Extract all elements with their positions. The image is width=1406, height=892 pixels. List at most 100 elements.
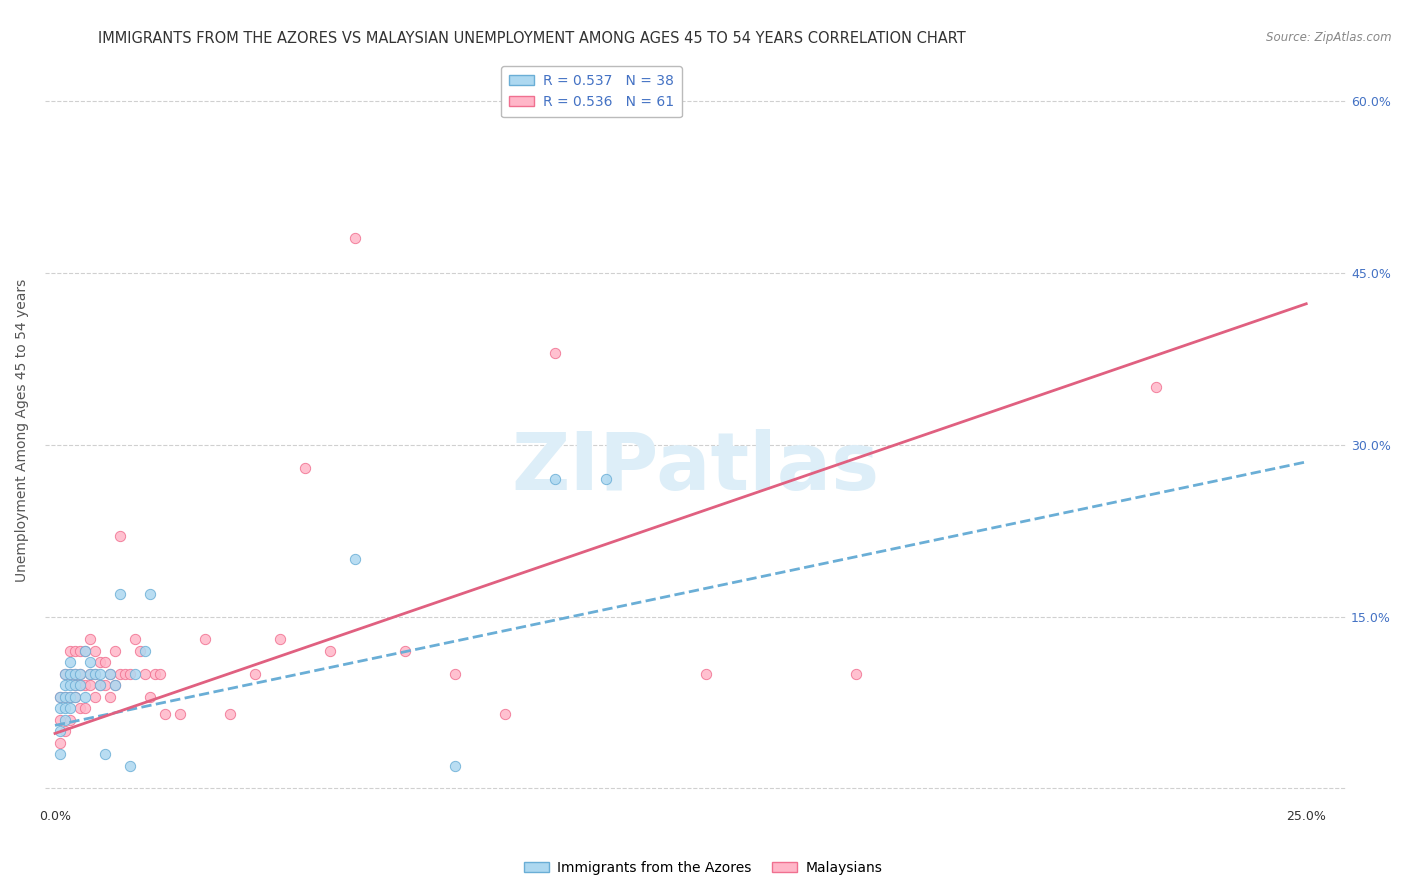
Text: IMMIGRANTS FROM THE AZORES VS MALAYSIAN UNEMPLOYMENT AMONG AGES 45 TO 54 YEARS C: IMMIGRANTS FROM THE AZORES VS MALAYSIAN … <box>98 31 966 46</box>
Point <box>59 678 82 692</box>
Point <box>494 706 516 721</box>
Point <box>120 666 142 681</box>
Point <box>169 706 191 721</box>
Point <box>59 644 82 658</box>
Point <box>108 529 131 543</box>
Y-axis label: Unemployment Among Ages 45 to 54 years: Unemployment Among Ages 45 to 54 years <box>15 279 30 582</box>
Point <box>143 666 166 681</box>
Point <box>129 644 152 658</box>
Point <box>59 690 82 704</box>
Point <box>845 666 868 681</box>
Point <box>59 666 82 681</box>
Point <box>69 678 91 692</box>
Point <box>394 644 416 658</box>
Point <box>59 666 82 681</box>
Point <box>49 713 72 727</box>
Point <box>194 632 217 647</box>
Point <box>108 587 131 601</box>
Point <box>98 666 121 681</box>
Point <box>53 713 76 727</box>
Point <box>59 713 82 727</box>
Point <box>63 690 86 704</box>
Point <box>139 587 162 601</box>
Point <box>69 666 91 681</box>
Point <box>63 678 86 692</box>
Point <box>94 656 117 670</box>
Point <box>134 666 156 681</box>
Point <box>595 472 617 486</box>
Point <box>104 678 127 692</box>
Point <box>79 632 101 647</box>
Point <box>49 690 72 704</box>
Point <box>59 701 82 715</box>
Point <box>73 678 96 692</box>
Point <box>69 678 91 692</box>
Point <box>98 690 121 704</box>
Point <box>444 758 467 772</box>
Point <box>73 701 96 715</box>
Point <box>73 644 96 658</box>
Point <box>79 678 101 692</box>
Point <box>319 644 342 658</box>
Point <box>63 644 86 658</box>
Point <box>544 472 567 486</box>
Point <box>49 736 72 750</box>
Point <box>294 460 316 475</box>
Point <box>69 666 91 681</box>
Text: ZIPatlas: ZIPatlas <box>512 429 880 507</box>
Point <box>269 632 291 647</box>
Point <box>63 690 86 704</box>
Point <box>79 666 101 681</box>
Point <box>89 678 111 692</box>
Point <box>104 678 127 692</box>
Point <box>98 666 121 681</box>
Legend: Immigrants from the Azores, Malaysians: Immigrants from the Azores, Malaysians <box>517 855 889 880</box>
Point <box>219 706 242 721</box>
Point <box>84 666 107 681</box>
Point <box>114 666 136 681</box>
Point <box>153 706 176 721</box>
Point <box>344 552 367 566</box>
Point <box>124 632 146 647</box>
Point <box>59 690 82 704</box>
Point <box>89 666 111 681</box>
Point <box>84 690 107 704</box>
Point <box>149 666 172 681</box>
Text: Source: ZipAtlas.com: Source: ZipAtlas.com <box>1267 31 1392 45</box>
Point <box>53 724 76 739</box>
Point <box>63 666 86 681</box>
Point <box>94 747 117 761</box>
Point <box>73 644 96 658</box>
Point <box>69 644 91 658</box>
Point <box>53 690 76 704</box>
Point <box>49 747 72 761</box>
Point <box>53 666 76 681</box>
Point <box>69 701 91 715</box>
Point <box>544 346 567 360</box>
Point <box>49 701 72 715</box>
Point <box>59 656 82 670</box>
Point <box>344 231 367 245</box>
Point <box>104 644 127 658</box>
Point <box>444 666 467 681</box>
Point <box>79 666 101 681</box>
Point <box>79 656 101 670</box>
Point <box>63 678 86 692</box>
Point <box>695 666 717 681</box>
Point <box>243 666 266 681</box>
Point <box>63 666 86 681</box>
Point <box>89 678 111 692</box>
Point <box>73 690 96 704</box>
Point <box>49 724 72 739</box>
Point <box>94 678 117 692</box>
Point <box>1144 380 1167 394</box>
Point <box>53 690 76 704</box>
Point <box>53 666 76 681</box>
Point <box>120 758 142 772</box>
Point <box>53 701 76 715</box>
Point <box>108 666 131 681</box>
Point <box>124 666 146 681</box>
Point <box>89 656 111 670</box>
Legend: R = 0.537   N = 38, R = 0.536   N = 61: R = 0.537 N = 38, R = 0.536 N = 61 <box>501 66 682 118</box>
Point <box>49 690 72 704</box>
